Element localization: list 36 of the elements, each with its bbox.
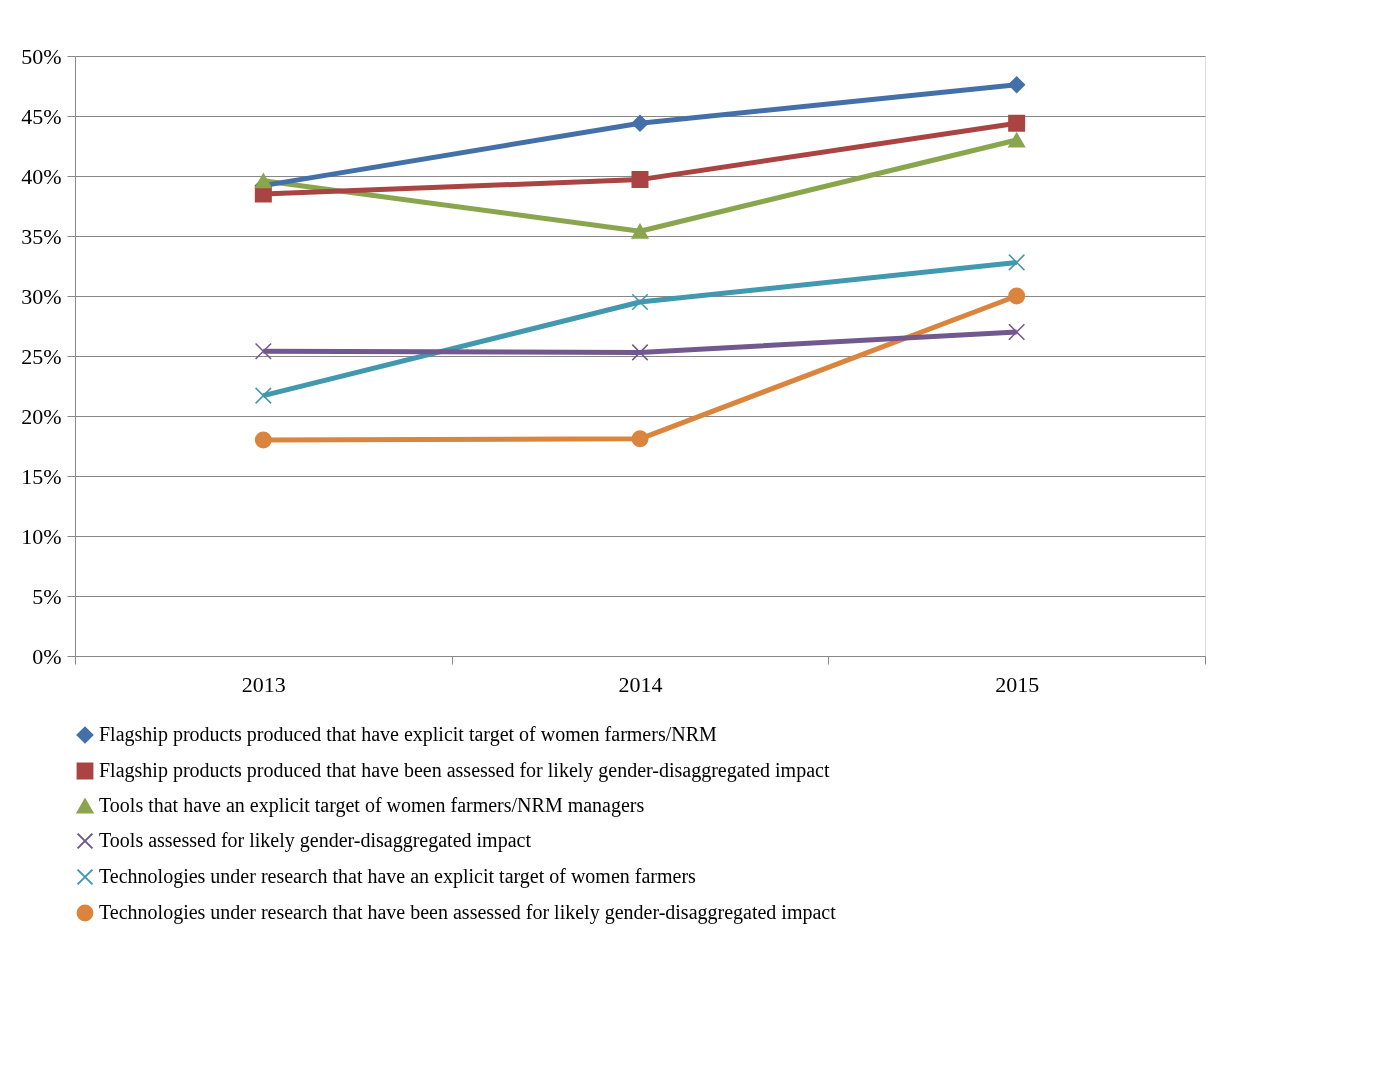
y-tick-label: 45% [21,103,62,129]
point [254,431,272,449]
y-tick-label: 20% [21,403,62,429]
y-tick-label: 5% [32,583,62,609]
legend-label: Flagship products produced that have explicit target of women farmers/NRM [99,723,718,746]
x-tick-label: 2015 [995,671,1040,697]
y-tick-label: 25% [21,343,62,369]
x-tick-label: 2013 [241,671,286,697]
point [1008,76,1026,94]
legend-label: Technologies under research that have been assessed for likely gender-disaggregated impact [99,901,837,924]
point [631,114,649,132]
point [1008,323,1026,341]
point [631,343,649,361]
point [631,171,649,189]
y-tick-label: 40% [21,163,62,189]
y-tick-label: 30% [21,283,62,309]
point [254,342,272,360]
point [631,293,649,311]
y-tick-label: 10% [21,523,62,549]
x-tick-label: 2014 [618,671,663,697]
legend-label: Tools that have an explicit target of women farmers/NRM managers [99,794,645,817]
point [254,173,272,189]
y-tick-label: 15% [21,463,62,489]
point [631,223,649,239]
point [1008,287,1026,305]
legend-label: Flagship products produced that have been assessed for likely gender-disaggregated impact [99,759,830,782]
point [1008,132,1026,148]
y-tick-label: 0% [32,643,62,669]
point [1008,114,1026,132]
point [1008,253,1026,271]
y-tick-label: 50% [21,43,62,69]
point [254,387,272,405]
point [631,430,649,448]
legend-label: Technologies under research that have an explicit target of women farmers [99,865,697,888]
y-tick-label: 35% [21,223,62,249]
legend-label: Tools assessed for likely gender-disaggregated impact [99,829,532,852]
